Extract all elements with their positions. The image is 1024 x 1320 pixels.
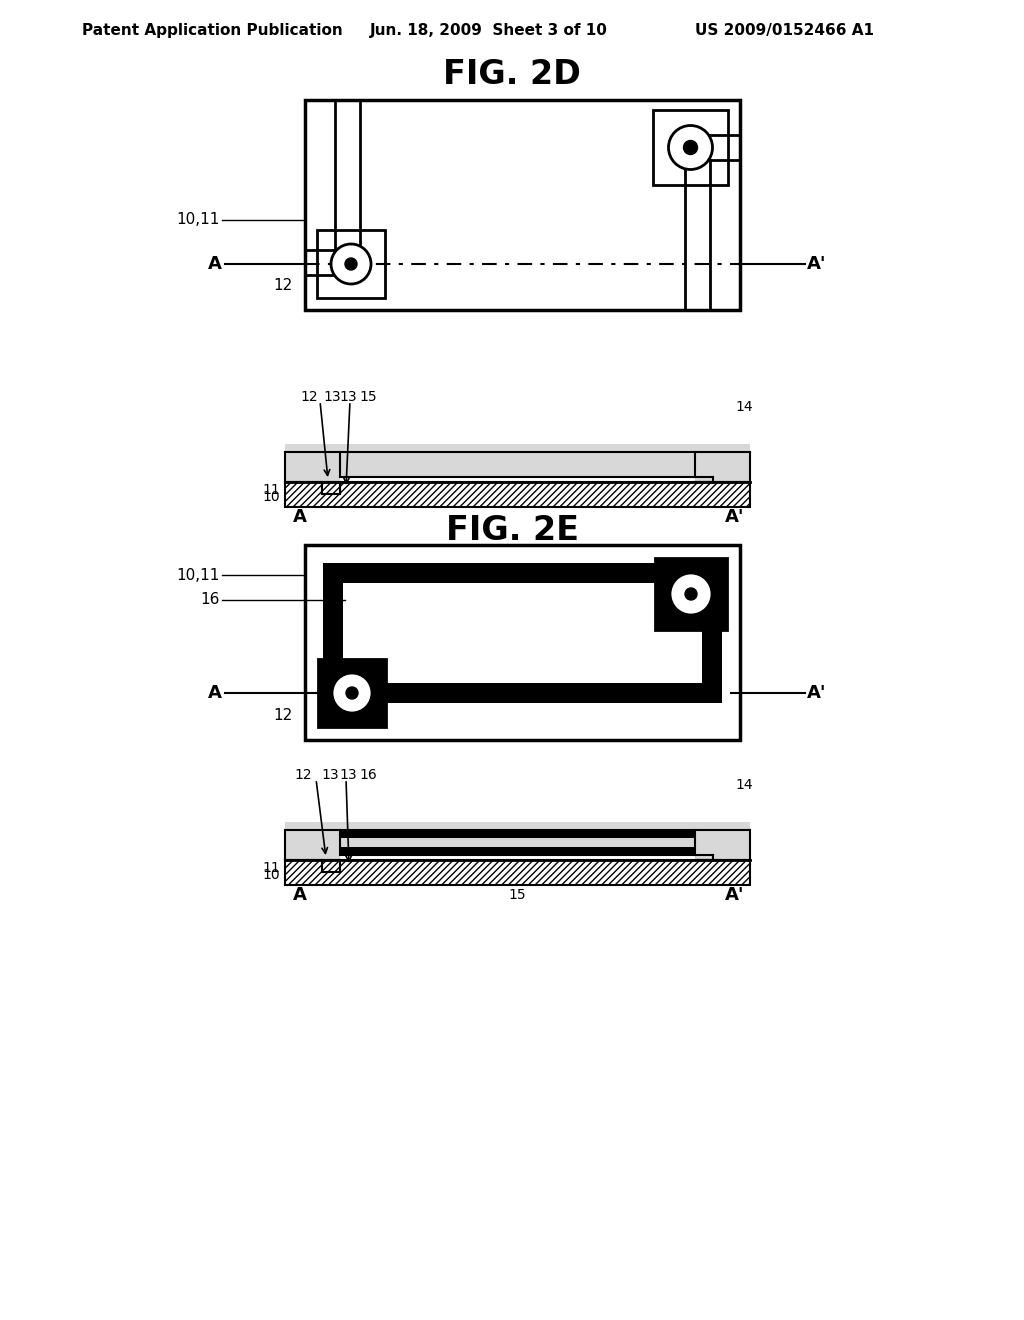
Bar xyxy=(340,847,695,855)
Text: 12: 12 xyxy=(273,279,293,293)
Bar xyxy=(702,630,722,704)
Text: US 2009/0152466 A1: US 2009/0152466 A1 xyxy=(695,22,874,37)
Text: 10: 10 xyxy=(262,869,280,882)
Text: A': A' xyxy=(807,255,826,273)
Bar xyxy=(340,444,695,477)
Bar xyxy=(653,110,728,185)
Text: 12: 12 xyxy=(273,708,293,722)
Bar xyxy=(340,830,695,838)
Text: 10,11: 10,11 xyxy=(176,568,220,582)
Bar xyxy=(323,583,343,659)
Text: 16: 16 xyxy=(201,593,220,607)
Text: 12: 12 xyxy=(300,389,318,404)
Bar xyxy=(285,444,340,482)
Circle shape xyxy=(345,257,357,271)
Text: Jun. 18, 2009  Sheet 3 of 10: Jun. 18, 2009 Sheet 3 of 10 xyxy=(370,22,608,37)
Bar xyxy=(285,861,750,884)
Bar xyxy=(317,230,385,298)
Text: 13: 13 xyxy=(339,768,356,781)
Text: FIG. 2E: FIG. 2E xyxy=(445,513,579,546)
Text: Patent Application Publication: Patent Application Publication xyxy=(82,22,343,37)
Text: 11: 11 xyxy=(262,861,280,875)
Bar xyxy=(285,482,750,507)
Text: 13: 13 xyxy=(339,389,356,404)
Text: A': A' xyxy=(725,508,744,525)
Text: 15: 15 xyxy=(359,389,377,404)
Text: A': A' xyxy=(807,684,826,702)
Text: 10,11: 10,11 xyxy=(176,213,220,227)
Bar xyxy=(323,564,655,583)
Circle shape xyxy=(670,573,712,615)
Text: 10: 10 xyxy=(262,490,280,504)
Text: 11: 11 xyxy=(262,483,280,498)
Text: 14: 14 xyxy=(735,777,753,792)
Bar xyxy=(655,558,727,630)
Bar xyxy=(305,545,740,741)
Circle shape xyxy=(669,125,713,169)
Bar xyxy=(318,659,386,727)
Bar xyxy=(386,682,712,704)
Text: 13: 13 xyxy=(322,768,339,781)
Text: A: A xyxy=(293,886,307,904)
Text: 14: 14 xyxy=(735,400,753,414)
Circle shape xyxy=(685,587,697,601)
Text: A': A' xyxy=(725,886,744,904)
Bar xyxy=(285,861,750,884)
Text: A: A xyxy=(293,508,307,525)
Circle shape xyxy=(331,244,371,284)
Text: FIG. 2D: FIG. 2D xyxy=(443,58,581,91)
Bar xyxy=(305,100,740,310)
Bar xyxy=(695,822,750,861)
Bar xyxy=(340,822,695,855)
Bar xyxy=(695,444,750,482)
Text: 15: 15 xyxy=(509,888,526,902)
Text: A: A xyxy=(208,255,222,273)
Text: 16: 16 xyxy=(359,768,377,781)
Text: A: A xyxy=(208,684,222,702)
Circle shape xyxy=(346,686,358,700)
Bar xyxy=(285,482,750,507)
Bar xyxy=(285,822,340,861)
Circle shape xyxy=(332,673,372,713)
Circle shape xyxy=(683,140,697,154)
Text: 13: 13 xyxy=(324,389,341,404)
Text: 12: 12 xyxy=(294,768,312,781)
